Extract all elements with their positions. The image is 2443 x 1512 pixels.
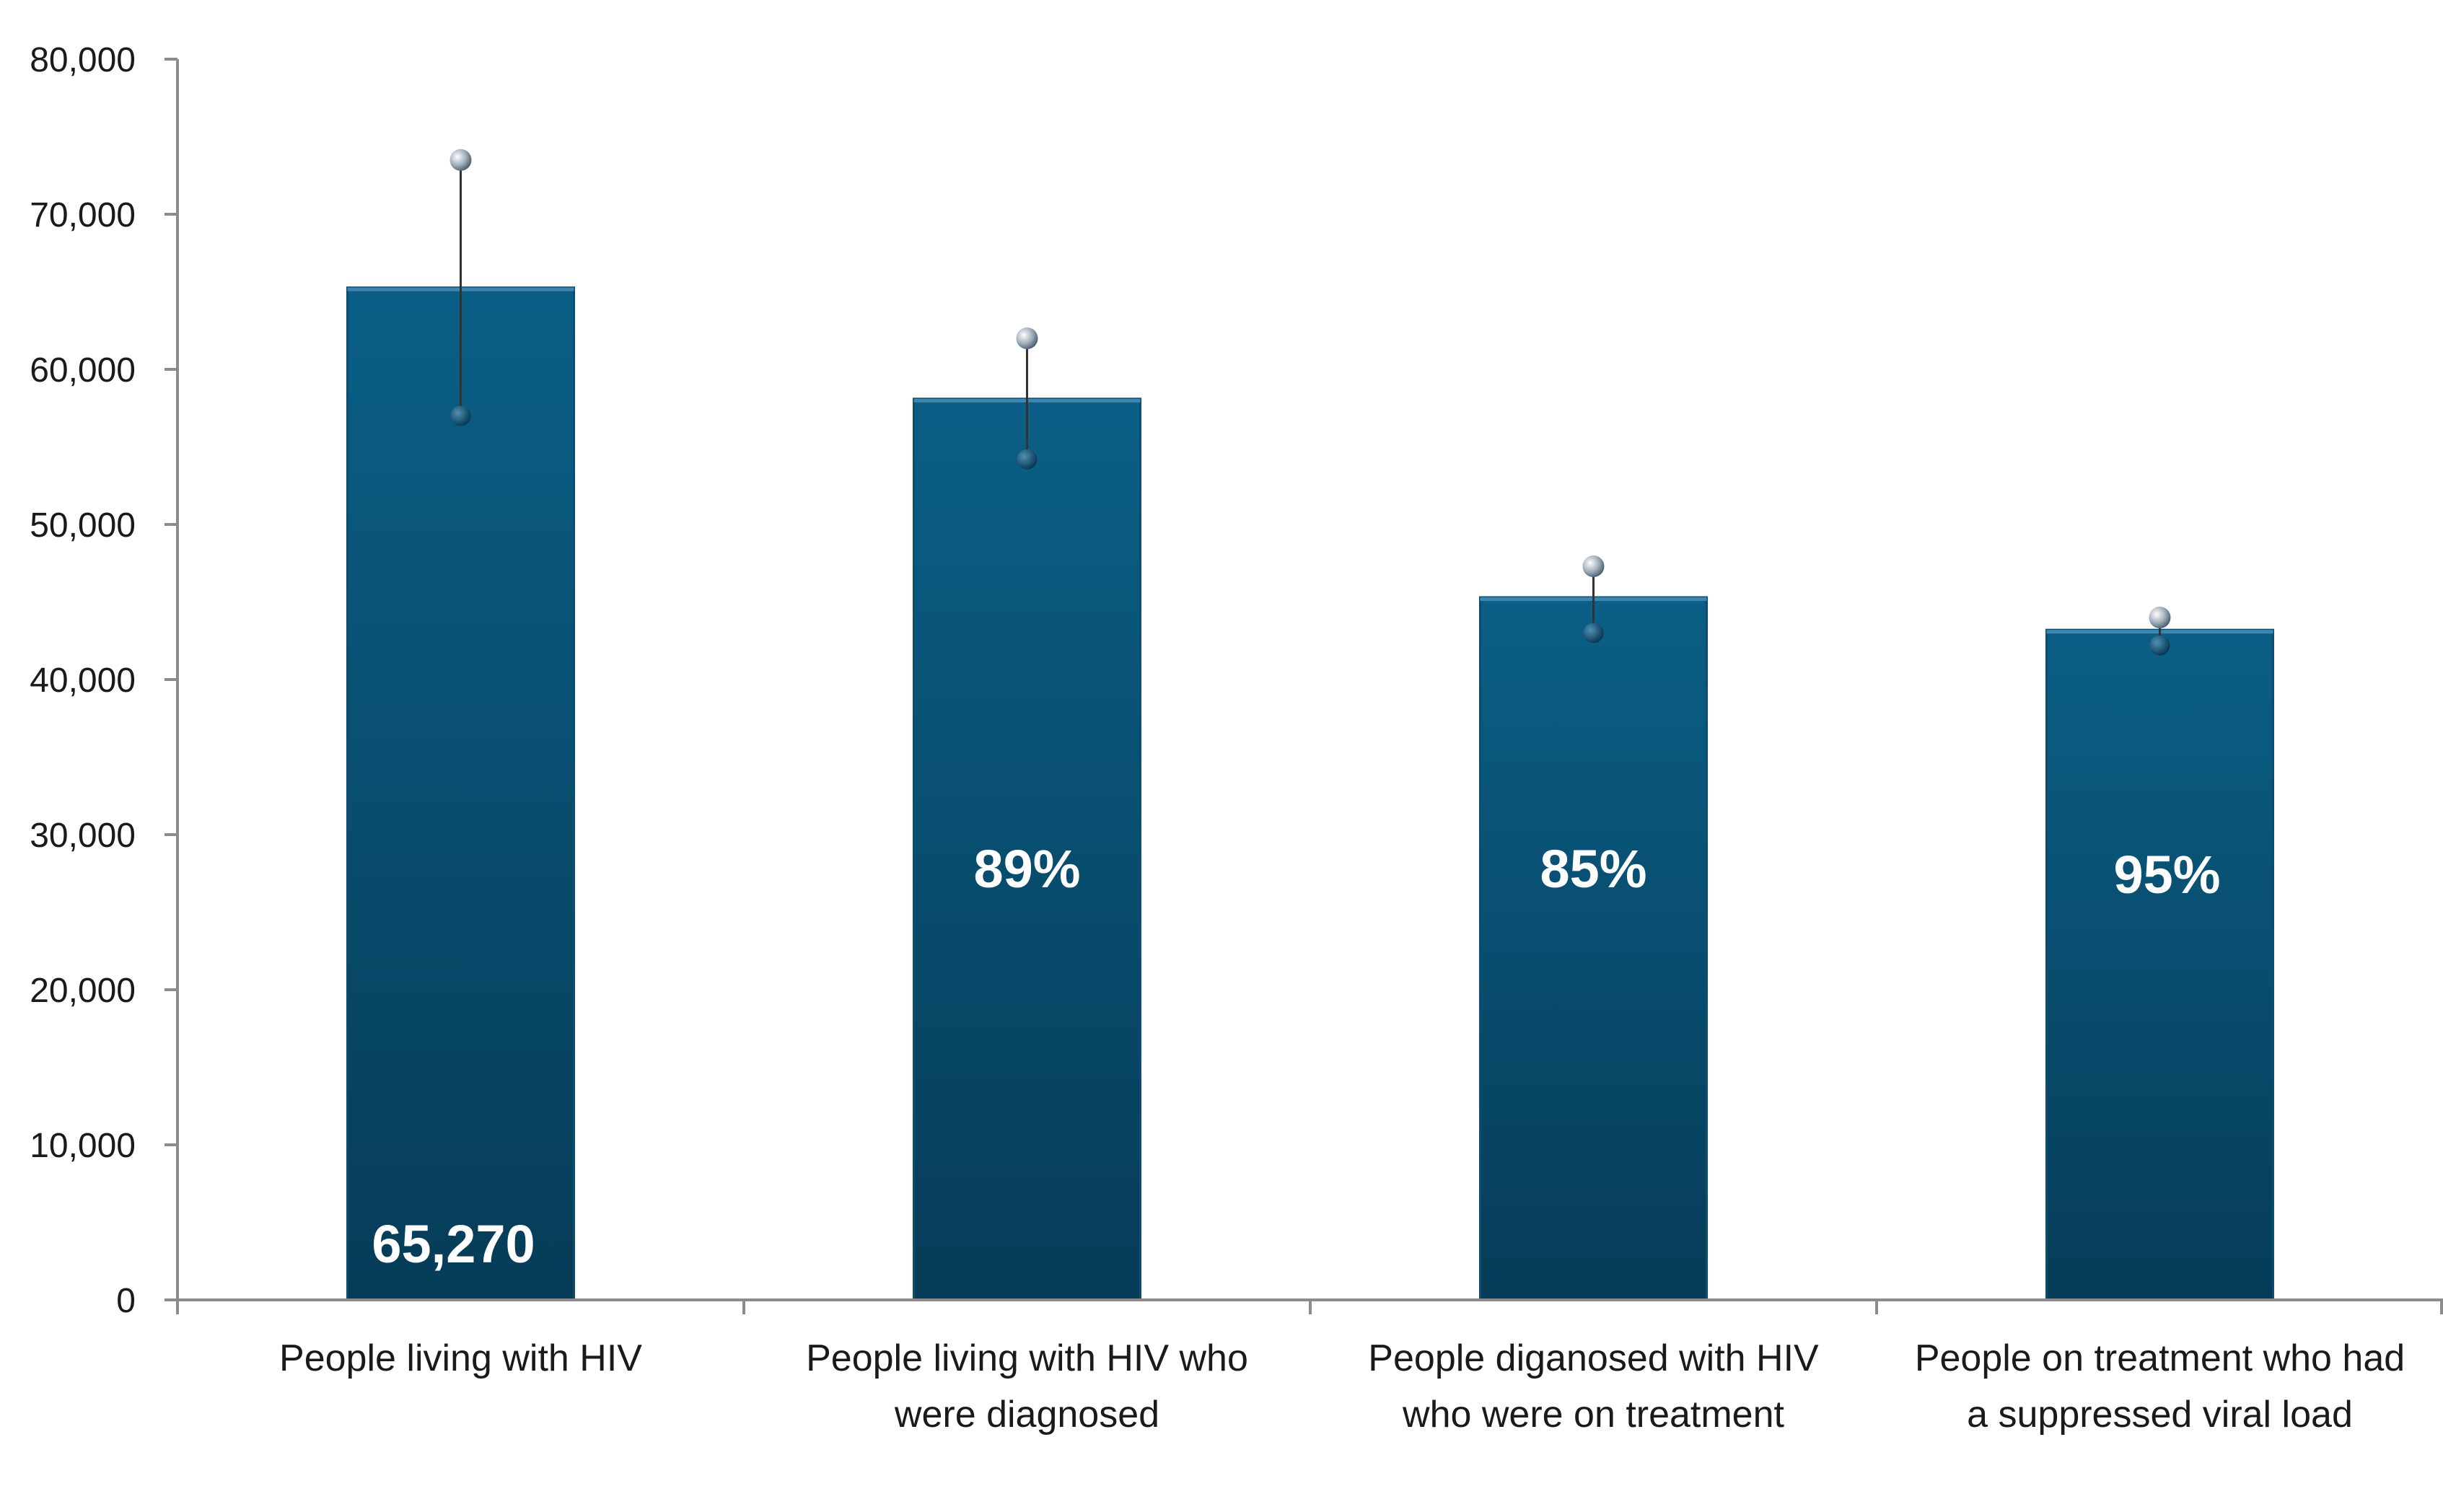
bar [2045, 628, 2274, 1301]
bar [913, 397, 1141, 1301]
bars: 65,270 89% 85% 95% [346, 286, 2274, 1301]
x-category-label: People on treatment who had a suppressed … [1915, 1337, 2405, 1436]
error-bar-low-marker [2149, 635, 2170, 656]
error-bar-high-marker [2149, 607, 2171, 628]
bar [1479, 596, 1708, 1301]
y-tick-label: 10,000 [30, 1127, 136, 1165]
bar [346, 286, 575, 1301]
y-tick-label: 80,000 [30, 41, 136, 79]
error-bars [449, 149, 2171, 656]
error-bar-high-marker [1016, 328, 1038, 349]
x-category-label: People living with HIV [279, 1337, 642, 1379]
bar-data-label: 95% [2113, 845, 2220, 905]
error-bar-high-marker [449, 149, 472, 171]
x-axis-labels: People living with HIV People living with… [279, 1337, 2405, 1436]
y-tick-label: 0 [116, 1282, 136, 1320]
y-tick-label: 50,000 [30, 506, 136, 545]
y-tick-label: 30,000 [30, 817, 136, 855]
error-bar-low-marker [1017, 449, 1038, 470]
bar-data-label: 85% [1540, 839, 1646, 899]
x-category-label: People living with HIV who were diagnosed [806, 1337, 1248, 1436]
error-bar-high-marker [1582, 555, 1605, 578]
x-category-label: People diganosed with HIV who were on tre… [1368, 1337, 1819, 1436]
y-tick-label: 70,000 [30, 196, 136, 234]
error-bar-low-marker [1583, 623, 1604, 643]
axes [176, 59, 2443, 1314]
y-tick-label: 20,000 [30, 972, 136, 1010]
y-tick-label: 60,000 [30, 351, 136, 390]
error-bar-low-marker [450, 405, 471, 426]
bar-data-label: 65,270 [372, 1214, 535, 1274]
y-axis-ticks: 0 10,000 20,000 30,000 40,000 50,000 60,000 70,… [30, 41, 177, 1320]
bar-data-label: 89% [973, 839, 1080, 899]
y-tick-label: 40,000 [30, 662, 136, 700]
